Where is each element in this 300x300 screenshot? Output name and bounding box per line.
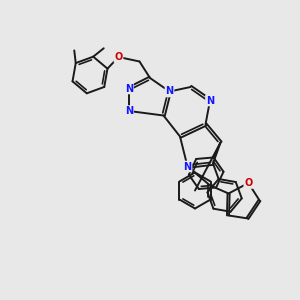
Text: N: N bbox=[125, 106, 133, 116]
Text: N: N bbox=[125, 83, 133, 94]
Text: N: N bbox=[183, 161, 192, 172]
Text: N: N bbox=[206, 95, 214, 106]
Text: O: O bbox=[244, 178, 253, 188]
Text: N: N bbox=[165, 86, 174, 97]
Text: O: O bbox=[114, 52, 123, 62]
